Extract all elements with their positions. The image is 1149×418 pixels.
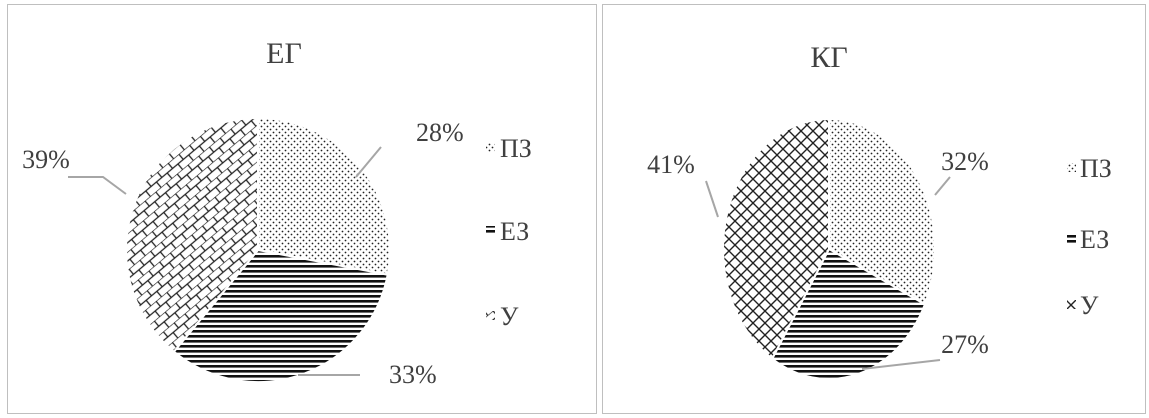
legend-marker bbox=[1067, 300, 1076, 309]
leader-line bbox=[705, 180, 719, 218]
legend-marker bbox=[1067, 163, 1076, 172]
legend-marker bbox=[1067, 234, 1076, 243]
chart-panel-eg: ЕГ 28% 33% 39% ПЗ ЕЗ У bbox=[7, 4, 597, 414]
legend-item-pz: ПЗ bbox=[1080, 154, 1112, 183]
chart-panel-kg: КГ 32% 27% 41% ПЗ ЕЗ У bbox=[602, 4, 1146, 414]
legend-item-pz: ПЗ bbox=[500, 134, 532, 163]
data-label: 39% bbox=[22, 145, 70, 174]
data-label: 28% bbox=[416, 118, 464, 147]
legend-item-ez: ЕЗ bbox=[500, 217, 529, 246]
pie-slice-3 bbox=[125, 116, 259, 354]
legend-item-ez: ЕЗ bbox=[1080, 225, 1109, 254]
legend-marker bbox=[486, 311, 495, 320]
legend-marker bbox=[486, 143, 495, 152]
leader-line bbox=[68, 176, 127, 195]
legend-item-u: У bbox=[1080, 291, 1099, 320]
data-label: 27% bbox=[941, 330, 989, 359]
pie-title: КГ bbox=[810, 41, 847, 74]
pie-title: ЕГ bbox=[266, 37, 302, 70]
leader-line bbox=[355, 146, 382, 178]
data-label: 33% bbox=[389, 360, 437, 389]
data-label: 32% bbox=[941, 147, 989, 176]
pie-slice-2 bbox=[770, 247, 927, 380]
legend-item-u: У bbox=[500, 302, 519, 331]
pie-slice-1 bbox=[828, 117, 936, 306]
legend-marker bbox=[486, 226, 495, 235]
pie-chart-kg: КГ 32% 27% 41% ПЗ ЕЗ У bbox=[647, 41, 1112, 380]
data-label: 41% bbox=[647, 150, 695, 179]
pie-slice-3 bbox=[722, 117, 830, 361]
pie-slice-1 bbox=[257, 116, 391, 276]
pie-chart-eg: ЕГ 28% 33% 39% ПЗ ЕЗ У bbox=[22, 37, 532, 389]
leader-line bbox=[861, 359, 941, 370]
leader-line bbox=[934, 176, 951, 196]
